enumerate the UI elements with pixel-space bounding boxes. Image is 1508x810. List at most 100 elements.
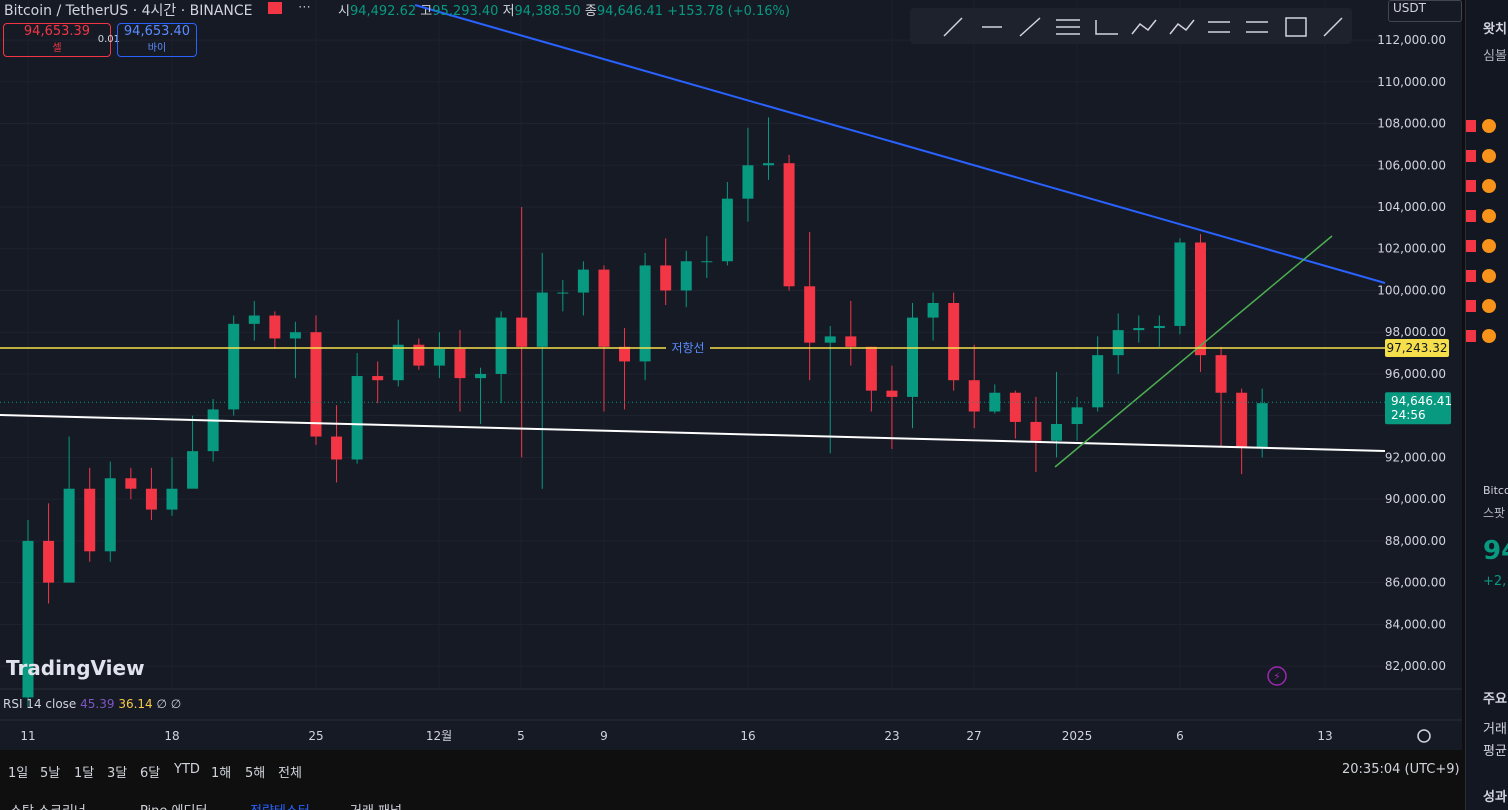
symbol-title[interactable]: Bitcoin / TetherUS · 4시간 · BINANCE <box>4 3 253 19</box>
rsi-ma: 36.14 <box>118 697 153 711</box>
candle-body <box>1112 330 1124 356</box>
candle-body <box>557 292 569 294</box>
watchlist-flag[interactable] <box>1466 330 1476 342</box>
low-value: 94,388.50 <box>514 4 581 19</box>
watchlist-coin <box>1482 299 1496 313</box>
lightning-icon[interactable] <box>1267 666 1287 686</box>
price-tick-label: 86,000.00 <box>1385 576 1446 590</box>
more-icon[interactable]: ⋯ <box>298 0 311 15</box>
price-tick-label: 104,000.00 <box>1377 200 1446 214</box>
candle-body <box>228 323 240 410</box>
price-tick-label: 84,000.00 <box>1385 617 1446 631</box>
chart-background <box>0 0 1462 750</box>
candle-body <box>619 346 631 362</box>
range-button[interactable]: 5날 <box>40 766 61 781</box>
date-label: 5 <box>517 729 525 743</box>
tool-abcd[interactable] <box>1169 19 1195 35</box>
bottom-tab[interactable]: 스탁 스크리너 <box>10 800 86 810</box>
range-button[interactable]: 3달 <box>107 766 128 781</box>
key-stats: 주요 <box>1483 692 1507 707</box>
watermark: TradingView <box>6 656 145 680</box>
performance: 성과 <box>1483 790 1507 805</box>
range-button[interactable]: YTD <box>174 762 200 777</box>
range-button[interactable]: 5해 <box>245 766 266 781</box>
high-label: 고 <box>420 4 433 19</box>
candle-body <box>721 198 733 262</box>
candle-body <box>166 488 178 510</box>
price-tick-label: 88,000.00 <box>1385 534 1446 548</box>
candle-body <box>1051 424 1062 441</box>
range-button[interactable]: 6달 <box>140 766 161 781</box>
watchlist-flag[interactable] <box>1466 180 1476 192</box>
candles <box>22 117 1268 708</box>
bottom-tab[interactable]: 거래 패널 <box>350 800 402 810</box>
candle-body <box>433 348 445 366</box>
detail-change: +2, <box>1483 574 1507 589</box>
symbol-column: 심볼 <box>1483 49 1507 64</box>
open-label: 시 <box>338 4 350 19</box>
sell-button[interactable]: 94,653.39 셀 <box>3 23 111 57</box>
chart: 82,000.00 84,000.00 86,000.00 88,000.00 90,0… <box>0 0 1462 750</box>
candle-body <box>84 488 96 552</box>
candle-body <box>536 292 548 347</box>
bottom-tab[interactable]: Pine 에디터 <box>140 800 207 810</box>
range-button[interactable]: 1해 <box>211 766 232 781</box>
buy-button[interactable]: 94,653.40 바이 <box>117 23 197 57</box>
watchlist-flag[interactable] <box>1466 270 1476 282</box>
watchlist-coin <box>1482 269 1496 283</box>
candle-body <box>1174 242 1186 326</box>
tool-fib[interactable] <box>1095 20 1118 35</box>
candle-body <box>660 265 672 291</box>
close-label: 종 <box>584 4 597 19</box>
candle-body <box>454 348 466 379</box>
range-button[interactable]: 전체 <box>278 766 302 781</box>
tool-ray[interactable] <box>1019 17 1041 37</box>
resistance-name: 저항선 <box>671 341 704 355</box>
tool-pattern[interactable] <box>1131 19 1157 35</box>
watchlist-flag[interactable] <box>1466 240 1476 252</box>
candle-body <box>495 317 507 374</box>
date-label: 11 <box>20 729 35 743</box>
tool-trendline[interactable] <box>943 17 963 37</box>
sell-price: 94,653.39 <box>23 24 91 39</box>
candle-body <box>392 344 404 381</box>
candle-body <box>907 317 919 397</box>
tool-brush[interactable] <box>1323 17 1343 37</box>
candle-body <box>269 315 281 339</box>
candle-body <box>248 315 260 324</box>
watchlist-flag[interactable] <box>1466 120 1476 132</box>
watchlist-flag[interactable] <box>1466 300 1476 312</box>
rsi-legend: RSI 14 close 45.39 36.14 ∅ ∅ <box>3 697 181 711</box>
resistance-price-bg <box>1385 338 1449 357</box>
volume-label: 거래 <box>1483 722 1507 737</box>
candle-body <box>475 373 487 379</box>
detail-price: 94 <box>1483 536 1508 566</box>
average-label: 평균 <box>1483 744 1507 759</box>
candle-body <box>783 163 795 287</box>
candle-body <box>516 317 528 347</box>
ohlc: 시94,492.62 고95,293.40 저94,388.50 종94,646… <box>338 0 790 19</box>
currency-select[interactable]: USDT <box>1388 0 1462 22</box>
candle-body <box>413 344 425 366</box>
detail-symbol: Bitcoi <box>1483 484 1508 497</box>
watchlist-coin <box>1482 149 1496 163</box>
tool-rect[interactable] <box>1285 17 1307 37</box>
candle-body <box>63 488 75 583</box>
candle-body <box>351 376 363 460</box>
range-button[interactable]: 1일 <box>8 766 29 781</box>
candle-body <box>145 488 157 510</box>
watchlist-flag[interactable] <box>1466 150 1476 162</box>
candle-body <box>1215 355 1227 393</box>
settings-icon[interactable] <box>1417 729 1431 743</box>
last-price-bg <box>1385 392 1451 425</box>
flag-icon[interactable] <box>268 2 282 14</box>
candle-body <box>372 376 384 381</box>
bottom-tab[interactable]: 전략테스터 <box>250 800 310 810</box>
candle-body <box>1071 407 1083 425</box>
price-tick-label: 112,000.00 <box>1377 33 1446 47</box>
low-label: 저 <box>502 4 515 19</box>
candle-body <box>22 540 34 698</box>
range-button[interactable]: 1달 <box>74 766 95 781</box>
watchlist-flag[interactable] <box>1466 210 1476 222</box>
